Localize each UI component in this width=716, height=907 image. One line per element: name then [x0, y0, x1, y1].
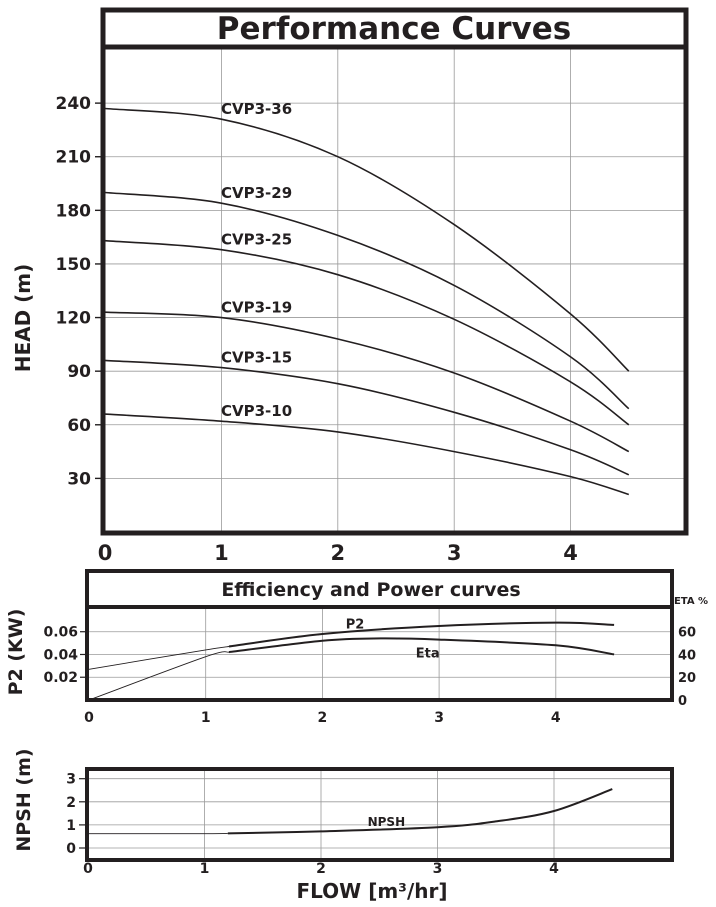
curve-eta: [228, 637, 615, 656]
performance-y-tick-90: 90: [67, 362, 91, 382]
efficiency-right-ticks: 0 20 40 60: [678, 626, 696, 709]
efficiency-grid: [89, 609, 670, 698]
efficiency-title-box: [85, 569, 674, 609]
performance-y-tick-210: 210: [56, 148, 92, 168]
performance-title-box: [100, 7, 689, 50]
npsh-curve-labels: NPSH: [368, 815, 406, 829]
label-cvp3-19: CVP3-19: [221, 299, 292, 317]
npsh-x-tick-4: 4: [549, 861, 559, 877]
performance-x-tick-3: 3: [447, 541, 462, 565]
npsh-x-tick-0: 0: [83, 861, 93, 877]
performance-y-tick-180: 180: [56, 201, 92, 221]
label-cvp3-25: CVP3-25: [221, 231, 292, 249]
label-p2: P2: [346, 617, 365, 632]
head-axis-label: HEAD (m): [11, 264, 35, 373]
curve-cvp3-25: [104, 239, 630, 426]
performance-x-tick-2: 2: [330, 541, 345, 565]
label-eta: Eta: [416, 646, 440, 661]
curve-cvp3-36: [104, 107, 630, 372]
curve-p2-extrapolated: [88, 646, 230, 670]
efficiency-title: Efficiency and Power curves: [221, 579, 520, 601]
npsh-axis-label: NPSH (m): [13, 748, 35, 851]
performance-x-tick-4: 4: [563, 541, 578, 565]
efficiency-x-ticks: 0 1 2 3 4: [84, 710, 561, 726]
eta-tick-0: 0: [678, 694, 687, 709]
efficiency-y-tick-0-04: 0.04: [43, 647, 78, 663]
curve-cvp3-15: [104, 359, 630, 476]
npsh-x-ticks: 0 1 2 3 4: [83, 861, 559, 877]
performance-plot-frame: [100, 42, 689, 536]
flow-axis-label: FLOW [m³/hr]: [296, 879, 447, 903]
performance-y-tick-60: 60: [67, 416, 91, 436]
npsh-grid: [89, 771, 670, 858]
efficiency-x-tick-2: 2: [318, 710, 328, 726]
eta-tick-20: 20: [678, 671, 696, 686]
npsh-x-tick-3: 3: [433, 861, 443, 877]
performance-y-tick-150: 150: [56, 255, 92, 275]
label-cvp3-29: CVP3-29: [221, 184, 292, 202]
performance-grid: [105, 47, 684, 531]
eta-tick-60: 60: [678, 626, 696, 641]
p2-axis-label: P2 (KW): [5, 609, 27, 696]
efficiency-plot-frame: [85, 605, 674, 702]
performance-curve-labels: CVP3-36 CVP3-29 CVP3-25 CVP3-19 CVP3-15 CVP3-…: [221, 100, 292, 420]
performance-y-tick-240: 240: [56, 94, 92, 114]
curve-p2: [228, 621, 615, 648]
performance-x-tick-0: 0: [98, 541, 113, 565]
npsh-y-tick-1: 1: [66, 818, 76, 834]
efficiency-curves: [88, 621, 615, 701]
npsh-y-tick-0: 0: [66, 841, 76, 857]
efficiency-x-tick-1: 1: [201, 710, 211, 726]
npsh-chart: 0 1 2 3 4 0 1 2 3 NPSH NPSH (m) FLOW [m³/hr]: [13, 748, 674, 903]
npsh-y-tick-3: 3: [66, 772, 76, 788]
curve-cvp3-10: [104, 413, 630, 496]
label-cvp3-36: CVP3-36: [221, 100, 292, 118]
npsh-x-tick-1: 1: [200, 861, 210, 877]
curve-npsh: [227, 788, 613, 835]
efficiency-x-tick-0: 0: [84, 710, 94, 726]
eta-tick-40: 40: [678, 648, 696, 663]
curve-cvp3-29: [104, 191, 630, 410]
performance-y-tick-30: 30: [67, 469, 91, 489]
npsh-plot-frame: [85, 767, 674, 862]
label-cvp3-15: CVP3-15: [221, 349, 292, 367]
performance-curves: [104, 107, 630, 496]
performance-y-ticks: 30 60 90 120 150 180 210 240: [56, 94, 103, 489]
eta-axis-label: ETA %: [674, 596, 708, 607]
performance-y-tick-120: 120: [56, 309, 92, 329]
npsh-y-ticks: 0 1 2 3: [66, 772, 87, 857]
efficiency-y-tick-0-02: 0.02: [43, 670, 78, 686]
efficiency-x-tick-3: 3: [434, 710, 444, 726]
efficiency-y-tick-0-06: 0.06: [43, 625, 78, 641]
npsh-y-tick-2: 2: [66, 795, 76, 811]
performance-x-tick-1: 1: [214, 541, 229, 565]
curve-cvp3-19: [104, 311, 630, 453]
label-cvp3-10: CVP3-10: [221, 402, 292, 420]
efficiency-x-tick-4: 4: [551, 710, 561, 726]
efficiency-y-ticks: 0.02 0.04 0.06: [43, 625, 87, 686]
npsh-curves: [87, 788, 613, 835]
performance-title: Performance Curves: [217, 11, 571, 47]
label-npsh: NPSH: [368, 815, 406, 829]
performance-curves-chart: Performance Curves 0 1 2 3 4 30 60 90 120 150 180…: [11, 7, 689, 565]
efficiency-curve-labels: P2 Eta: [346, 617, 440, 661]
curve-eta-extrapolated: [88, 651, 230, 701]
npsh-x-tick-2: 2: [316, 861, 326, 877]
performance-x-ticks: 0 1 2 3 4: [98, 541, 578, 565]
